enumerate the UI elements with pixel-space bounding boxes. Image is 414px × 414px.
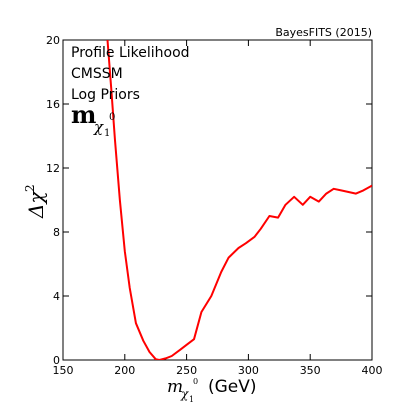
x-axis-label-sup: 0 [193,377,198,386]
x-axis-label-symbol: m [167,377,183,397]
x-axis-label: m χ 1 0 (GeV) [167,377,257,404]
x-axis-label-sub: χ [180,387,189,401]
annotation-model: CMSSM [71,66,123,82]
annotation-profile-likelihood: Profile Likelihood [71,45,190,61]
panel-label-sub: χ [93,118,104,136]
y-tick-label: 8 [53,226,60,239]
x-tick-label: 150 [53,364,74,377]
panel-label-sub-sub: 1 [104,128,110,139]
y-axis-label-sup: 2 [23,184,37,192]
y-axis-label-symbol: Δχ [24,190,48,219]
x-axis-label-sub-sub: 1 [189,395,194,404]
y-axis: 0 4 8 12 16 20 [46,34,372,367]
y-axis-label: Δχ 2 [23,184,48,219]
y-tick-label: 0 [53,354,60,367]
y-tick-label: 16 [46,98,60,111]
annotation-priors: Log Priors [71,87,140,103]
series-line [106,40,372,360]
y-tick-label: 4 [53,290,60,303]
x-tick-label: 400 [362,364,383,377]
x-tick-label: 300 [238,364,259,377]
x-axis-label-unit: (GeV) [208,377,257,397]
y-tick-label: 20 [46,34,60,47]
y-tick-label: 12 [46,162,60,175]
panel-label-main: m [71,100,96,129]
credit-label: BayesFITS (2015) [275,26,372,39]
x-tick-label: 200 [114,364,135,377]
panel-label: m χ 1 0 [71,100,115,139]
x-axis: 150 200 250 300 350 400 [53,40,383,377]
panel-label-sup: 0 [109,112,115,123]
x-tick-label: 250 [176,364,197,377]
x-tick-label: 350 [300,364,321,377]
